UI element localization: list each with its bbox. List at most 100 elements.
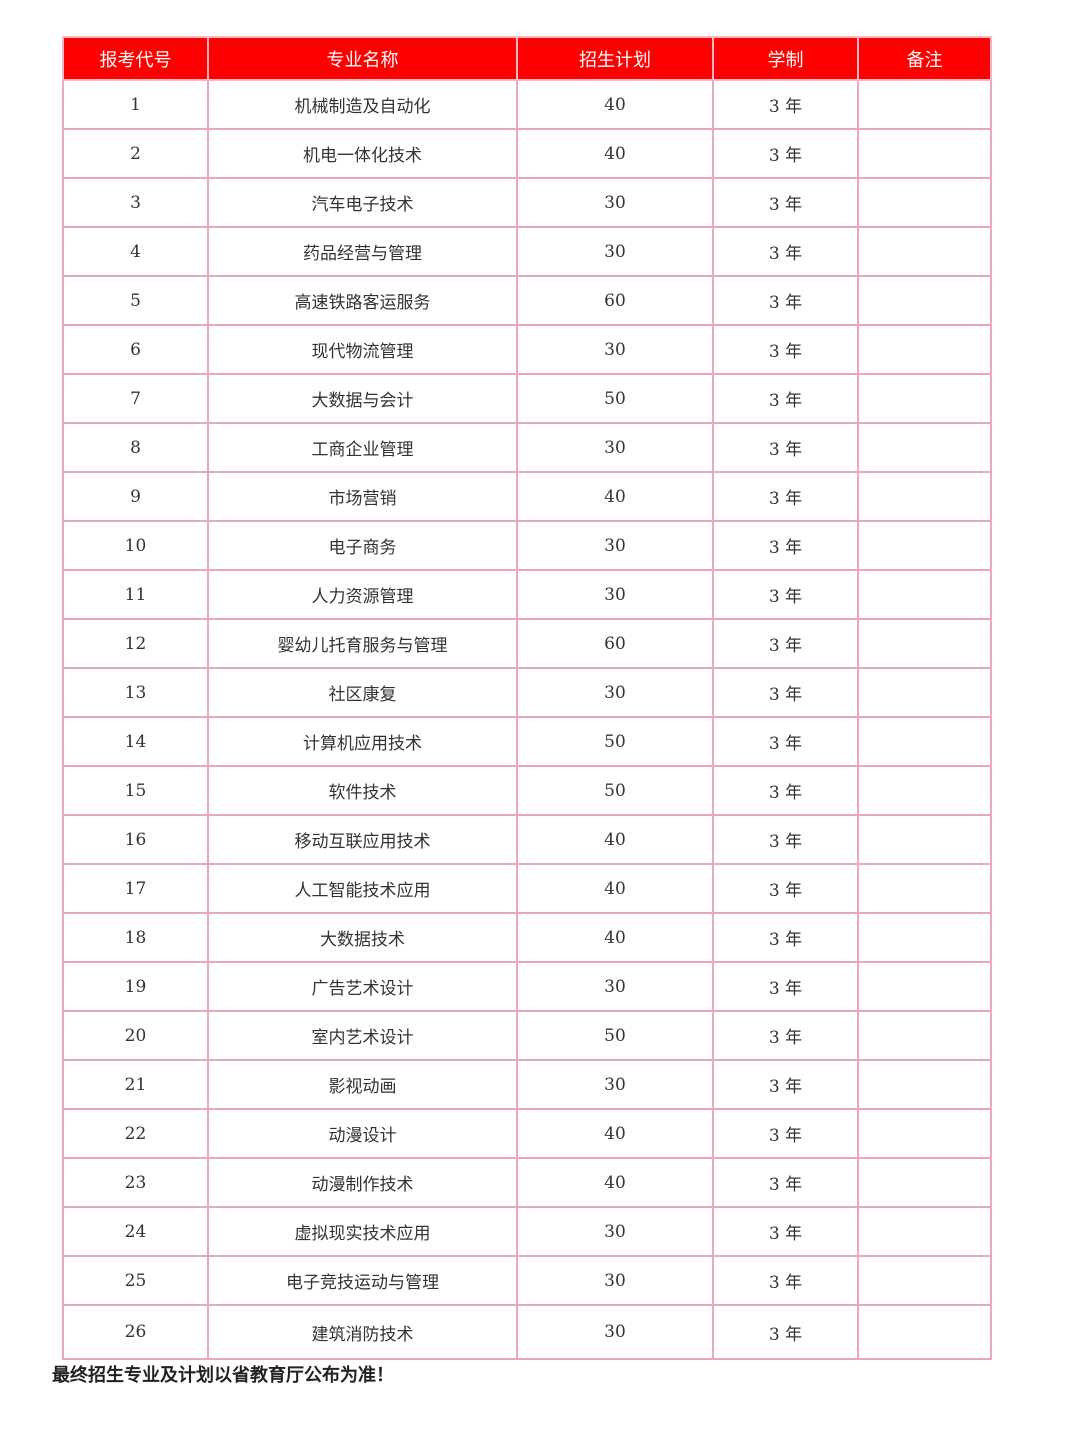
cell-plan: 30 — [516, 1304, 714, 1360]
cell-major: 动漫制作技术 — [207, 1157, 518, 1208]
cell-plan: 40 — [516, 863, 714, 914]
cell-code: 23 — [62, 1157, 209, 1208]
cell-duration: 3 年 — [712, 1304, 859, 1360]
cell-remark — [857, 1108, 992, 1159]
header-major: 专业名称 — [207, 36, 518, 81]
cell-major: 建筑消防技术 — [207, 1304, 518, 1360]
cell-major: 婴幼儿托育服务与管理 — [207, 618, 518, 669]
cell-major: 广告艺术设计 — [207, 961, 518, 1012]
footer-note: 最终招生专业及计划以省教育厅公布为准！ — [52, 1365, 394, 1386]
cell-code: 1 — [62, 79, 209, 130]
cell-remark — [857, 765, 992, 816]
cell-duration: 3 年 — [712, 1059, 859, 1110]
cell-major: 市场营销 — [207, 471, 518, 522]
cell-remark — [857, 569, 992, 620]
table-row: 23 动漫制作技术 40 3 年 — [62, 1157, 992, 1208]
cell-duration: 3 年 — [712, 863, 859, 914]
cell-duration: 3 年 — [712, 520, 859, 571]
cell-plan: 50 — [516, 716, 714, 767]
table-row: 5 高速铁路客运服务 60 3 年 — [62, 275, 992, 326]
table-row: 7 大数据与会计 50 3 年 — [62, 373, 992, 424]
cell-duration: 3 年 — [712, 765, 859, 816]
cell-major: 动漫设计 — [207, 1108, 518, 1159]
cell-plan: 30 — [516, 1059, 714, 1110]
cell-plan: 30 — [516, 324, 714, 375]
cell-code: 13 — [62, 667, 209, 718]
cell-code: 26 — [62, 1304, 209, 1360]
cell-duration: 3 年 — [712, 912, 859, 963]
cell-plan: 30 — [516, 422, 714, 473]
table-row: 18 大数据技术 40 3 年 — [62, 912, 992, 963]
cell-major: 软件技术 — [207, 765, 518, 816]
cell-remark — [857, 177, 992, 228]
cell-remark — [857, 1304, 992, 1360]
table-row: 3 汽车电子技术 30 3 年 — [62, 177, 992, 228]
cell-major: 虚拟现实技术应用 — [207, 1206, 518, 1257]
cell-code: 10 — [62, 520, 209, 571]
cell-major: 大数据与会计 — [207, 373, 518, 424]
table-row: 17 人工智能技术应用 40 3 年 — [62, 863, 992, 914]
cell-plan: 50 — [516, 373, 714, 424]
cell-remark — [857, 226, 992, 277]
cell-remark — [857, 1206, 992, 1257]
cell-remark — [857, 863, 992, 914]
cell-duration: 3 年 — [712, 1157, 859, 1208]
table-row: 12 婴幼儿托育服务与管理 60 3 年 — [62, 618, 992, 669]
cell-major: 工商企业管理 — [207, 422, 518, 473]
cell-code: 19 — [62, 961, 209, 1012]
cell-remark — [857, 814, 992, 865]
cell-duration: 3 年 — [712, 373, 859, 424]
cell-remark — [857, 422, 992, 473]
cell-code: 22 — [62, 1108, 209, 1159]
table-row: 19 广告艺术设计 30 3 年 — [62, 961, 992, 1012]
table-row: 15 软件技术 50 3 年 — [62, 765, 992, 816]
cell-remark — [857, 1157, 992, 1208]
cell-plan: 30 — [516, 1255, 714, 1306]
cell-duration: 3 年 — [712, 422, 859, 473]
cell-major: 人工智能技术应用 — [207, 863, 518, 914]
cell-plan: 30 — [516, 667, 714, 718]
cell-duration: 3 年 — [712, 569, 859, 620]
table-row: 22 动漫设计 40 3 年 — [62, 1108, 992, 1159]
cell-remark — [857, 275, 992, 326]
cell-plan: 40 — [516, 128, 714, 179]
cell-code: 25 — [62, 1255, 209, 1306]
cell-plan: 30 — [516, 1206, 714, 1257]
header-duration: 学制 — [712, 36, 859, 81]
table-row: 9 市场营销 40 3 年 — [62, 471, 992, 522]
table-row: 24 虚拟现实技术应用 30 3 年 — [62, 1206, 992, 1257]
cell-major: 影视动画 — [207, 1059, 518, 1110]
cell-major: 药品经营与管理 — [207, 226, 518, 277]
cell-plan: 30 — [516, 569, 714, 620]
table-row: 2 机电一体化技术 40 3 年 — [62, 128, 992, 179]
cell-remark — [857, 716, 992, 767]
cell-code: 2 — [62, 128, 209, 179]
cell-code: 3 — [62, 177, 209, 228]
cell-duration: 3 年 — [712, 1206, 859, 1257]
cell-code: 18 — [62, 912, 209, 963]
cell-plan: 40 — [516, 471, 714, 522]
cell-remark — [857, 520, 992, 571]
cell-plan: 50 — [516, 765, 714, 816]
cell-remark — [857, 667, 992, 718]
header-row: 报考代号 专业名称 招生计划 学制 备注 — [62, 36, 992, 81]
cell-major: 机械制造及自动化 — [207, 79, 518, 130]
cell-remark — [857, 1010, 992, 1061]
cell-major: 机电一体化技术 — [207, 128, 518, 179]
cell-major: 人力资源管理 — [207, 569, 518, 620]
cell-duration: 3 年 — [712, 716, 859, 767]
header-remark: 备注 — [857, 36, 992, 81]
cell-major: 室内艺术设计 — [207, 1010, 518, 1061]
cell-major: 大数据技术 — [207, 912, 518, 963]
cell-remark — [857, 961, 992, 1012]
table-row: 10 电子商务 30 3 年 — [62, 520, 992, 571]
cell-plan: 30 — [516, 226, 714, 277]
cell-duration: 3 年 — [712, 226, 859, 277]
table-row: 14 计算机应用技术 50 3 年 — [62, 716, 992, 767]
cell-duration: 3 年 — [712, 128, 859, 179]
cell-plan: 40 — [516, 79, 714, 130]
cell-duration: 3 年 — [712, 1255, 859, 1306]
cell-code: 24 — [62, 1206, 209, 1257]
enrollment-table: 报考代号 专业名称 招生计划 学制 备注 1 机械制造及自动化 40 3 年 2 机电一体… — [62, 36, 992, 1360]
cell-code: 16 — [62, 814, 209, 865]
